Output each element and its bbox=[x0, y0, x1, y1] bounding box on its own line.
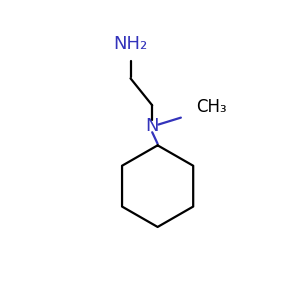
Text: CH₃: CH₃ bbox=[196, 98, 227, 116]
Text: N: N bbox=[146, 117, 159, 135]
Text: NH₂: NH₂ bbox=[113, 35, 148, 53]
